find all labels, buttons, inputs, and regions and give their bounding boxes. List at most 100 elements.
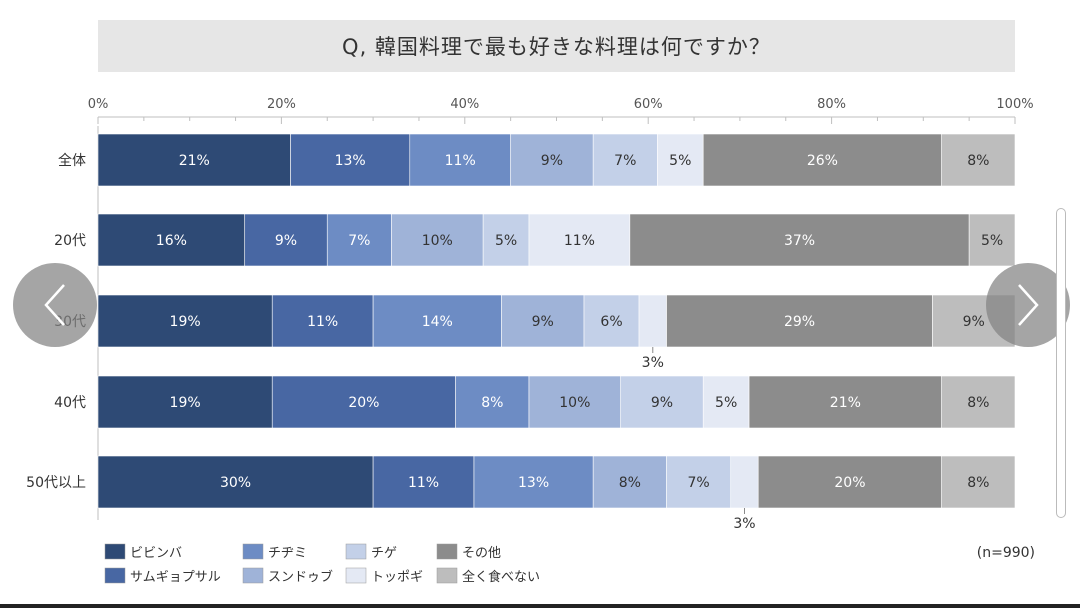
data-label: 5%: [715, 395, 737, 411]
data-label: 6%: [600, 314, 622, 330]
data-label: 20%: [834, 475, 865, 491]
bar-segment: [409, 133, 511, 187]
bar-segment: [97, 133, 291, 187]
bar-segment: [244, 213, 328, 267]
chart-title-bar: Q, 韓国料理で最も好きな料理は何ですか？: [98, 20, 1015, 72]
data-label: 26%: [807, 153, 838, 169]
data-label: 8%: [967, 153, 989, 169]
data-label: 11%: [445, 153, 476, 169]
data-label: 7%: [688, 475, 710, 491]
bar-segment: [271, 294, 374, 348]
data-label: 8%: [481, 395, 503, 411]
bar-segment: [592, 455, 667, 509]
chevron-right-icon: [1018, 284, 1039, 326]
bar-segment: [97, 375, 273, 429]
x-tick-label: 60%: [634, 97, 663, 112]
data-label: 10%: [422, 233, 453, 249]
bar-segment: [620, 375, 704, 429]
data-label: 5%: [669, 153, 691, 169]
bar-segment: [968, 213, 1016, 267]
data-label: 13%: [335, 153, 366, 169]
data-label: 9%: [541, 153, 563, 169]
bar-segment: [391, 213, 484, 267]
data-label: 10%: [559, 395, 590, 411]
data-label: 14%: [422, 314, 453, 330]
data-label: 37%: [784, 233, 815, 249]
legend-swatch: [242, 567, 264, 584]
bar-segment: [941, 133, 1016, 187]
category-label: 40代: [54, 395, 86, 411]
legend-swatch: [104, 567, 126, 584]
bar-segment: [583, 294, 640, 348]
data-label: 8%: [967, 395, 989, 411]
bar-segment: [592, 133, 658, 187]
bar-segment: [97, 455, 374, 509]
legend-label: ビビンバ: [130, 546, 182, 561]
bar-segment: [748, 375, 942, 429]
bar-segment: [638, 294, 667, 348]
x-tick-label: 100%: [996, 97, 1033, 112]
bar-segment: [271, 375, 456, 429]
legend-label: チゲ: [371, 546, 397, 561]
data-label: 7%: [348, 233, 370, 249]
x-tick-label: 40%: [450, 97, 479, 112]
vertical-scrollbar[interactable]: [1056, 208, 1066, 518]
bar-segment: [941, 455, 1016, 509]
data-label: 13%: [518, 475, 549, 491]
category-label: 20代: [54, 233, 86, 249]
legend-swatch: [345, 567, 367, 584]
data-label: 11%: [564, 233, 595, 249]
bar-segment: [482, 213, 530, 267]
data-label: 3%: [642, 355, 664, 371]
bar-segment: [941, 375, 1016, 429]
legend-swatch: [436, 543, 458, 560]
data-label: 11%: [307, 314, 338, 330]
data-label: 9%: [651, 395, 673, 411]
bottom-border: [0, 604, 1080, 608]
data-label: 9%: [532, 314, 554, 330]
legend-label: 全く食べない: [462, 569, 540, 585]
legend-swatch: [436, 567, 458, 584]
category-label: 50代以上: [26, 475, 86, 491]
x-tick-label: 20%: [267, 97, 296, 112]
bar-segment: [510, 133, 594, 187]
x-tick-label: 80%: [817, 97, 846, 112]
legend-swatch: [242, 543, 264, 560]
data-label: 16%: [156, 233, 187, 249]
bar-segment: [290, 133, 411, 187]
legend-swatch: [345, 543, 367, 560]
bar-segment: [97, 294, 273, 348]
data-label: 9%: [275, 233, 297, 249]
legend-label: スンドゥブ: [268, 569, 333, 585]
data-label: 3%: [733, 516, 755, 532]
bar-segment: [473, 455, 594, 509]
bar-segment: [730, 455, 759, 509]
data-label: 19%: [170, 395, 201, 411]
data-label: 9%: [963, 314, 985, 330]
bar-segment: [528, 213, 631, 267]
data-label: 11%: [408, 475, 439, 491]
data-label: 21%: [179, 153, 210, 169]
data-label: 7%: [614, 153, 636, 169]
legend-swatch: [104, 543, 126, 560]
bar-segment: [372, 455, 475, 509]
bar-segment: [666, 455, 732, 509]
bar-segment: [501, 294, 585, 348]
data-label: 29%: [784, 314, 815, 330]
chevron-left-icon: [44, 284, 65, 326]
data-label: 20%: [348, 395, 379, 411]
bar-segment: [657, 133, 704, 187]
data-label: 8%: [967, 475, 989, 491]
data-label: 19%: [170, 314, 201, 330]
x-tick-label: 0%: [88, 97, 109, 112]
bar-segment: [666, 294, 933, 348]
legend-label: その他: [462, 546, 501, 561]
bar-segment: [97, 213, 246, 267]
bar-segment: [757, 455, 942, 509]
prev-slide-button[interactable]: [13, 263, 97, 347]
data-label: 8%: [619, 475, 641, 491]
legend-label: サムギョプサル: [130, 570, 221, 585]
data-label: 5%: [495, 233, 517, 249]
chart-title: Q, 韓国料理で最も好きな料理は何ですか？: [342, 35, 771, 59]
